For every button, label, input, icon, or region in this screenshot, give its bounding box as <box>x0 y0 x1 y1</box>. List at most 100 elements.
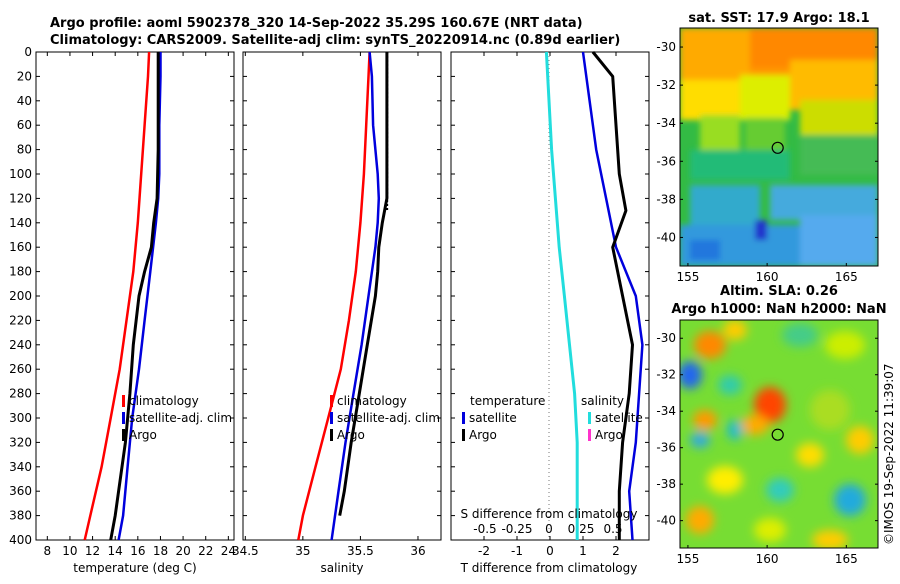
depth-tick-label: 220 <box>9 313 32 327</box>
x-tick-label: 10 <box>62 544 77 558</box>
depth-tick-label: 0 <box>24 45 32 59</box>
x-tick-label: 35 <box>295 544 310 558</box>
lat-tick-label: -38 <box>656 192 676 206</box>
depth-tick-label: 280 <box>9 387 32 401</box>
lat-tick-label: -36 <box>656 441 676 455</box>
x-tick-label: 34.5 <box>232 544 259 558</box>
salinity-panel-depth-ticks <box>243 51 441 541</box>
imos-timestamp-watermark: ©IMOS 19-Sep-2022 11:39:07 <box>882 363 896 545</box>
legend-label: satellite <box>595 411 643 425</box>
legend-label: Argo <box>469 428 497 442</box>
depth-tick-label: 400 <box>9 533 32 547</box>
salinity-axis-ticks: 34.5 35 35.5 36 <box>232 52 426 558</box>
lon-tick-label: 165 <box>835 270 858 284</box>
x-tick-label: 0 <box>546 544 554 558</box>
temperature-series <box>83 51 162 541</box>
x-tick-label: 8 <box>43 544 51 558</box>
temperature-axis-ticks: 8 10 12 14 16 18 20 22 24 <box>43 52 236 558</box>
sla-longitude-ticks: 155 160 165 <box>676 545 858 566</box>
sla-map-title-line1: Altim. SLA: 0.26 <box>720 284 838 299</box>
legend-label: satellite-adj. clim <box>129 411 232 425</box>
salinity-satellite-line <box>544 51 579 540</box>
legend-label: satellite <box>469 411 517 425</box>
s-difference-tick-label: -0.25 <box>501 522 532 536</box>
legend-label: Argo <box>337 428 365 442</box>
sst-latitude-ticks: -30 -32 -34 -36 -38 -40 <box>656 40 878 244</box>
lon-tick-label: 160 <box>756 552 779 566</box>
depth-axis-ticks: 0 20 40 60 80 100 120 140 160 180 200 220 240 260 280 3… <box>9 45 234 547</box>
legend-label: climatology <box>129 394 199 408</box>
temperature-axis-label: temperature (deg C) <box>73 561 196 575</box>
legend-label: climatology <box>337 394 407 408</box>
legend-swatch <box>462 412 465 424</box>
legend-swatch <box>122 429 125 441</box>
x-tick-label: 18 <box>153 544 168 558</box>
depth-tick-label: 240 <box>9 338 32 352</box>
x-tick-label: 24 <box>221 544 236 558</box>
depth-tick-label: 120 <box>9 191 32 205</box>
depth-tick-label: 300 <box>9 411 32 425</box>
depth-tick-label: 20 <box>17 69 32 83</box>
lat-tick-label: -40 <box>656 230 676 244</box>
sla-map: Altim. SLA: 0.26 Argo h1000: NaN h2000: … <box>656 284 886 566</box>
lat-tick-label: -38 <box>656 477 676 491</box>
x-tick-label: 22 <box>198 544 213 558</box>
x-tick-label: -2 <box>478 544 490 558</box>
satellite-adj-clim-line <box>330 51 381 541</box>
lat-tick-label: -34 <box>656 116 676 130</box>
lon-tick-label: 155 <box>676 552 699 566</box>
legend-swatch <box>122 412 125 424</box>
argo-line <box>109 52 160 541</box>
sst-map-frame <box>679 27 879 267</box>
salinity-axis-label: salinity <box>320 561 363 575</box>
depth-tick-label: 160 <box>9 240 32 254</box>
sla-latitude-ticks: -30 -32 -34 -36 -38 -40 <box>656 331 878 528</box>
depth-tick-label: 180 <box>9 265 32 279</box>
lon-tick-label: 155 <box>676 270 699 284</box>
figure-title-line1: Argo profile: aoml 5902378_320 14-Sep-20… <box>50 16 583 31</box>
t-difference-axis-ticks: -2 -1 0 1 2 -0.5 -0.25 0 0.25 0.5 <box>473 52 623 558</box>
depth-tick-label: 60 <box>17 118 32 132</box>
sst-map-title: sat. SST: 17.9 Argo: 18.1 <box>688 11 869 26</box>
x-tick-label: 2 <box>612 544 620 558</box>
sla-map-title-line2: Argo h1000: NaN h2000: NaN <box>671 302 886 317</box>
legend-swatch <box>330 429 333 441</box>
salinity-series <box>297 51 389 541</box>
x-tick-label: -1 <box>511 544 523 558</box>
x-tick-label: 14 <box>108 544 123 558</box>
s-difference-axis-label: S difference from climatology <box>461 507 638 521</box>
legend-swatch <box>588 412 591 424</box>
s-difference-tick-label: 0.25 <box>568 522 595 536</box>
argo-line <box>338 52 389 516</box>
x-tick-label: 1 <box>579 544 587 558</box>
legend-swatch <box>330 395 333 407</box>
legend-swatch <box>122 395 125 407</box>
legend-label: Argo <box>595 428 623 442</box>
lat-tick-label: -30 <box>656 40 676 54</box>
lat-tick-label: -32 <box>656 78 676 92</box>
lat-tick-label: -36 <box>656 154 676 168</box>
s-difference-tick-label: 0.5 <box>603 522 622 536</box>
temperature-argo-line <box>591 51 634 540</box>
difference-panel-depth-ticks <box>451 51 649 541</box>
depth-tick-label: 360 <box>9 484 32 498</box>
lat-tick-label: -30 <box>656 331 676 345</box>
t-difference-axis-label: T difference from climatology <box>460 561 638 575</box>
legend-label: Argo <box>129 428 157 442</box>
sst-field <box>680 28 878 266</box>
depth-tick-label: 340 <box>9 460 32 474</box>
lon-tick-label: 165 <box>835 552 858 566</box>
x-tick-label: 12 <box>85 544 100 558</box>
climatology-line <box>297 51 371 541</box>
depth-tick-label: 380 <box>9 509 32 523</box>
difference-legend: temperature salinity satellite Argo satellit… <box>462 394 643 442</box>
depth-tick-label: 40 <box>17 94 32 108</box>
lon-tick-label: 160 <box>756 270 779 284</box>
sst-map: sat. SST: 17.9 Argo: 18.1 <box>656 11 879 284</box>
lat-tick-label: -34 <box>656 404 676 418</box>
temperature-panel-frame <box>35 51 235 541</box>
sla-map-frame <box>679 319 879 549</box>
argo-float-marker <box>771 428 784 441</box>
temperature-panel: 0 20 40 60 80 100 120 140 160 180 200 220 240 260 280 3… <box>9 45 236 575</box>
